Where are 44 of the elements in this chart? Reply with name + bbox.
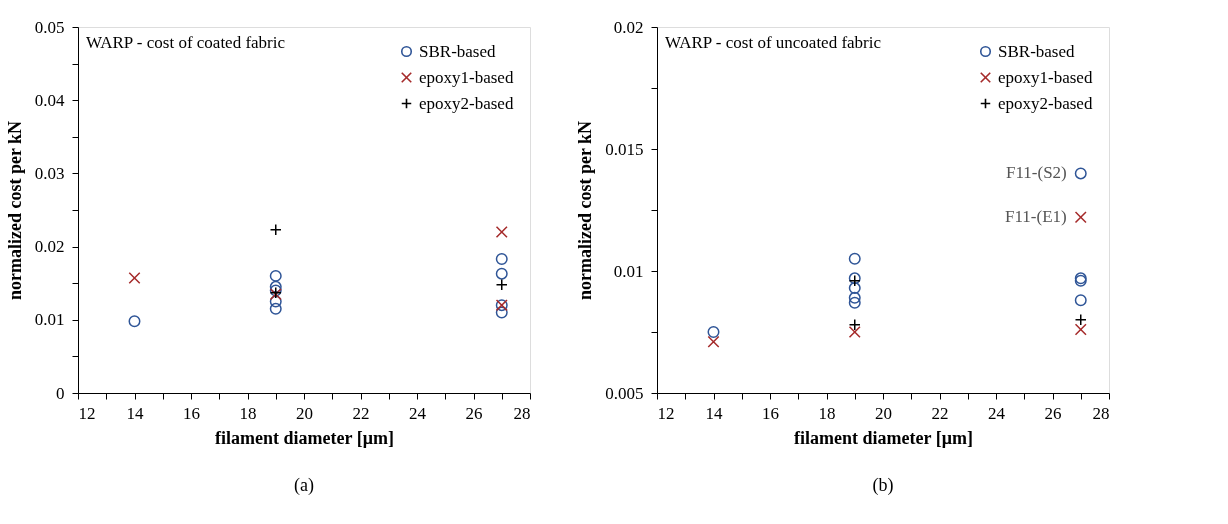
y-tick-label: 0.005 bbox=[605, 383, 644, 403]
legend-label: SBR-based bbox=[998, 41, 1075, 61]
annotation: F11-(S2) bbox=[1005, 163, 1067, 183]
x-tick-label: 20 bbox=[296, 403, 313, 423]
text: (a) bbox=[294, 475, 314, 496]
y-tick-label: 0.01 bbox=[613, 261, 644, 281]
x-tick-label: 28 bbox=[513, 403, 531, 423]
x-tick-label: 12 bbox=[657, 403, 675, 423]
x-tick-label: 18 bbox=[818, 403, 836, 423]
x-tick-label: 14 bbox=[705, 403, 723, 423]
y-tick-label: 0.02 bbox=[613, 17, 644, 37]
x-axis-title: filament diameter [μm] bbox=[215, 427, 394, 448]
y-tick-label: 0.01 bbox=[34, 310, 65, 330]
x-tick-label: 12 bbox=[78, 403, 96, 423]
y-axis-title: normalized cost per kN bbox=[575, 120, 596, 301]
y-tick-label: 0.05 bbox=[34, 17, 65, 37]
annotation: F11-(E1) bbox=[1005, 207, 1067, 227]
x-tick-label: 22 bbox=[352, 403, 370, 423]
x-tick-label: 16 bbox=[183, 403, 200, 423]
legend-label: epoxy1-based bbox=[419, 67, 514, 87]
legend-label: epoxy2-based bbox=[998, 93, 1093, 113]
y-tick-label: 0.03 bbox=[34, 163, 65, 183]
y-tick-label: 0.04 bbox=[34, 90, 65, 110]
legend-label: SBR-based bbox=[419, 41, 496, 61]
x-tick-label: 14 bbox=[126, 403, 144, 423]
y-tick-label: 0.015 bbox=[605, 139, 644, 159]
x-tick-label: 24 bbox=[409, 403, 427, 423]
x-axis-title: filament diameter [μm] bbox=[794, 427, 973, 448]
text: (b) bbox=[872, 475, 894, 496]
x-tick-label: 26 bbox=[465, 403, 483, 423]
x-tick-label: 18 bbox=[239, 403, 257, 423]
chart-title: WARP - cost of coated fabric bbox=[86, 33, 286, 52]
x-tick-label: 28 bbox=[1092, 403, 1110, 423]
x-tick-label: 26 bbox=[1044, 403, 1062, 423]
x-tick-label: 20 bbox=[875, 403, 892, 423]
y-tick-label: 0.02 bbox=[34, 237, 65, 257]
y-axis-title: normalized cost per kN bbox=[4, 120, 25, 301]
y-tick-label: 0 bbox=[56, 383, 65, 403]
chart-title: WARP - cost of uncoated fabric bbox=[665, 33, 882, 52]
x-tick-label: 24 bbox=[988, 403, 1006, 423]
legend-label: epoxy1-based bbox=[998, 67, 1093, 87]
x-tick-label: 22 bbox=[931, 403, 949, 423]
x-tick-label: 16 bbox=[762, 403, 779, 423]
legend-label: epoxy2-based bbox=[419, 93, 514, 113]
